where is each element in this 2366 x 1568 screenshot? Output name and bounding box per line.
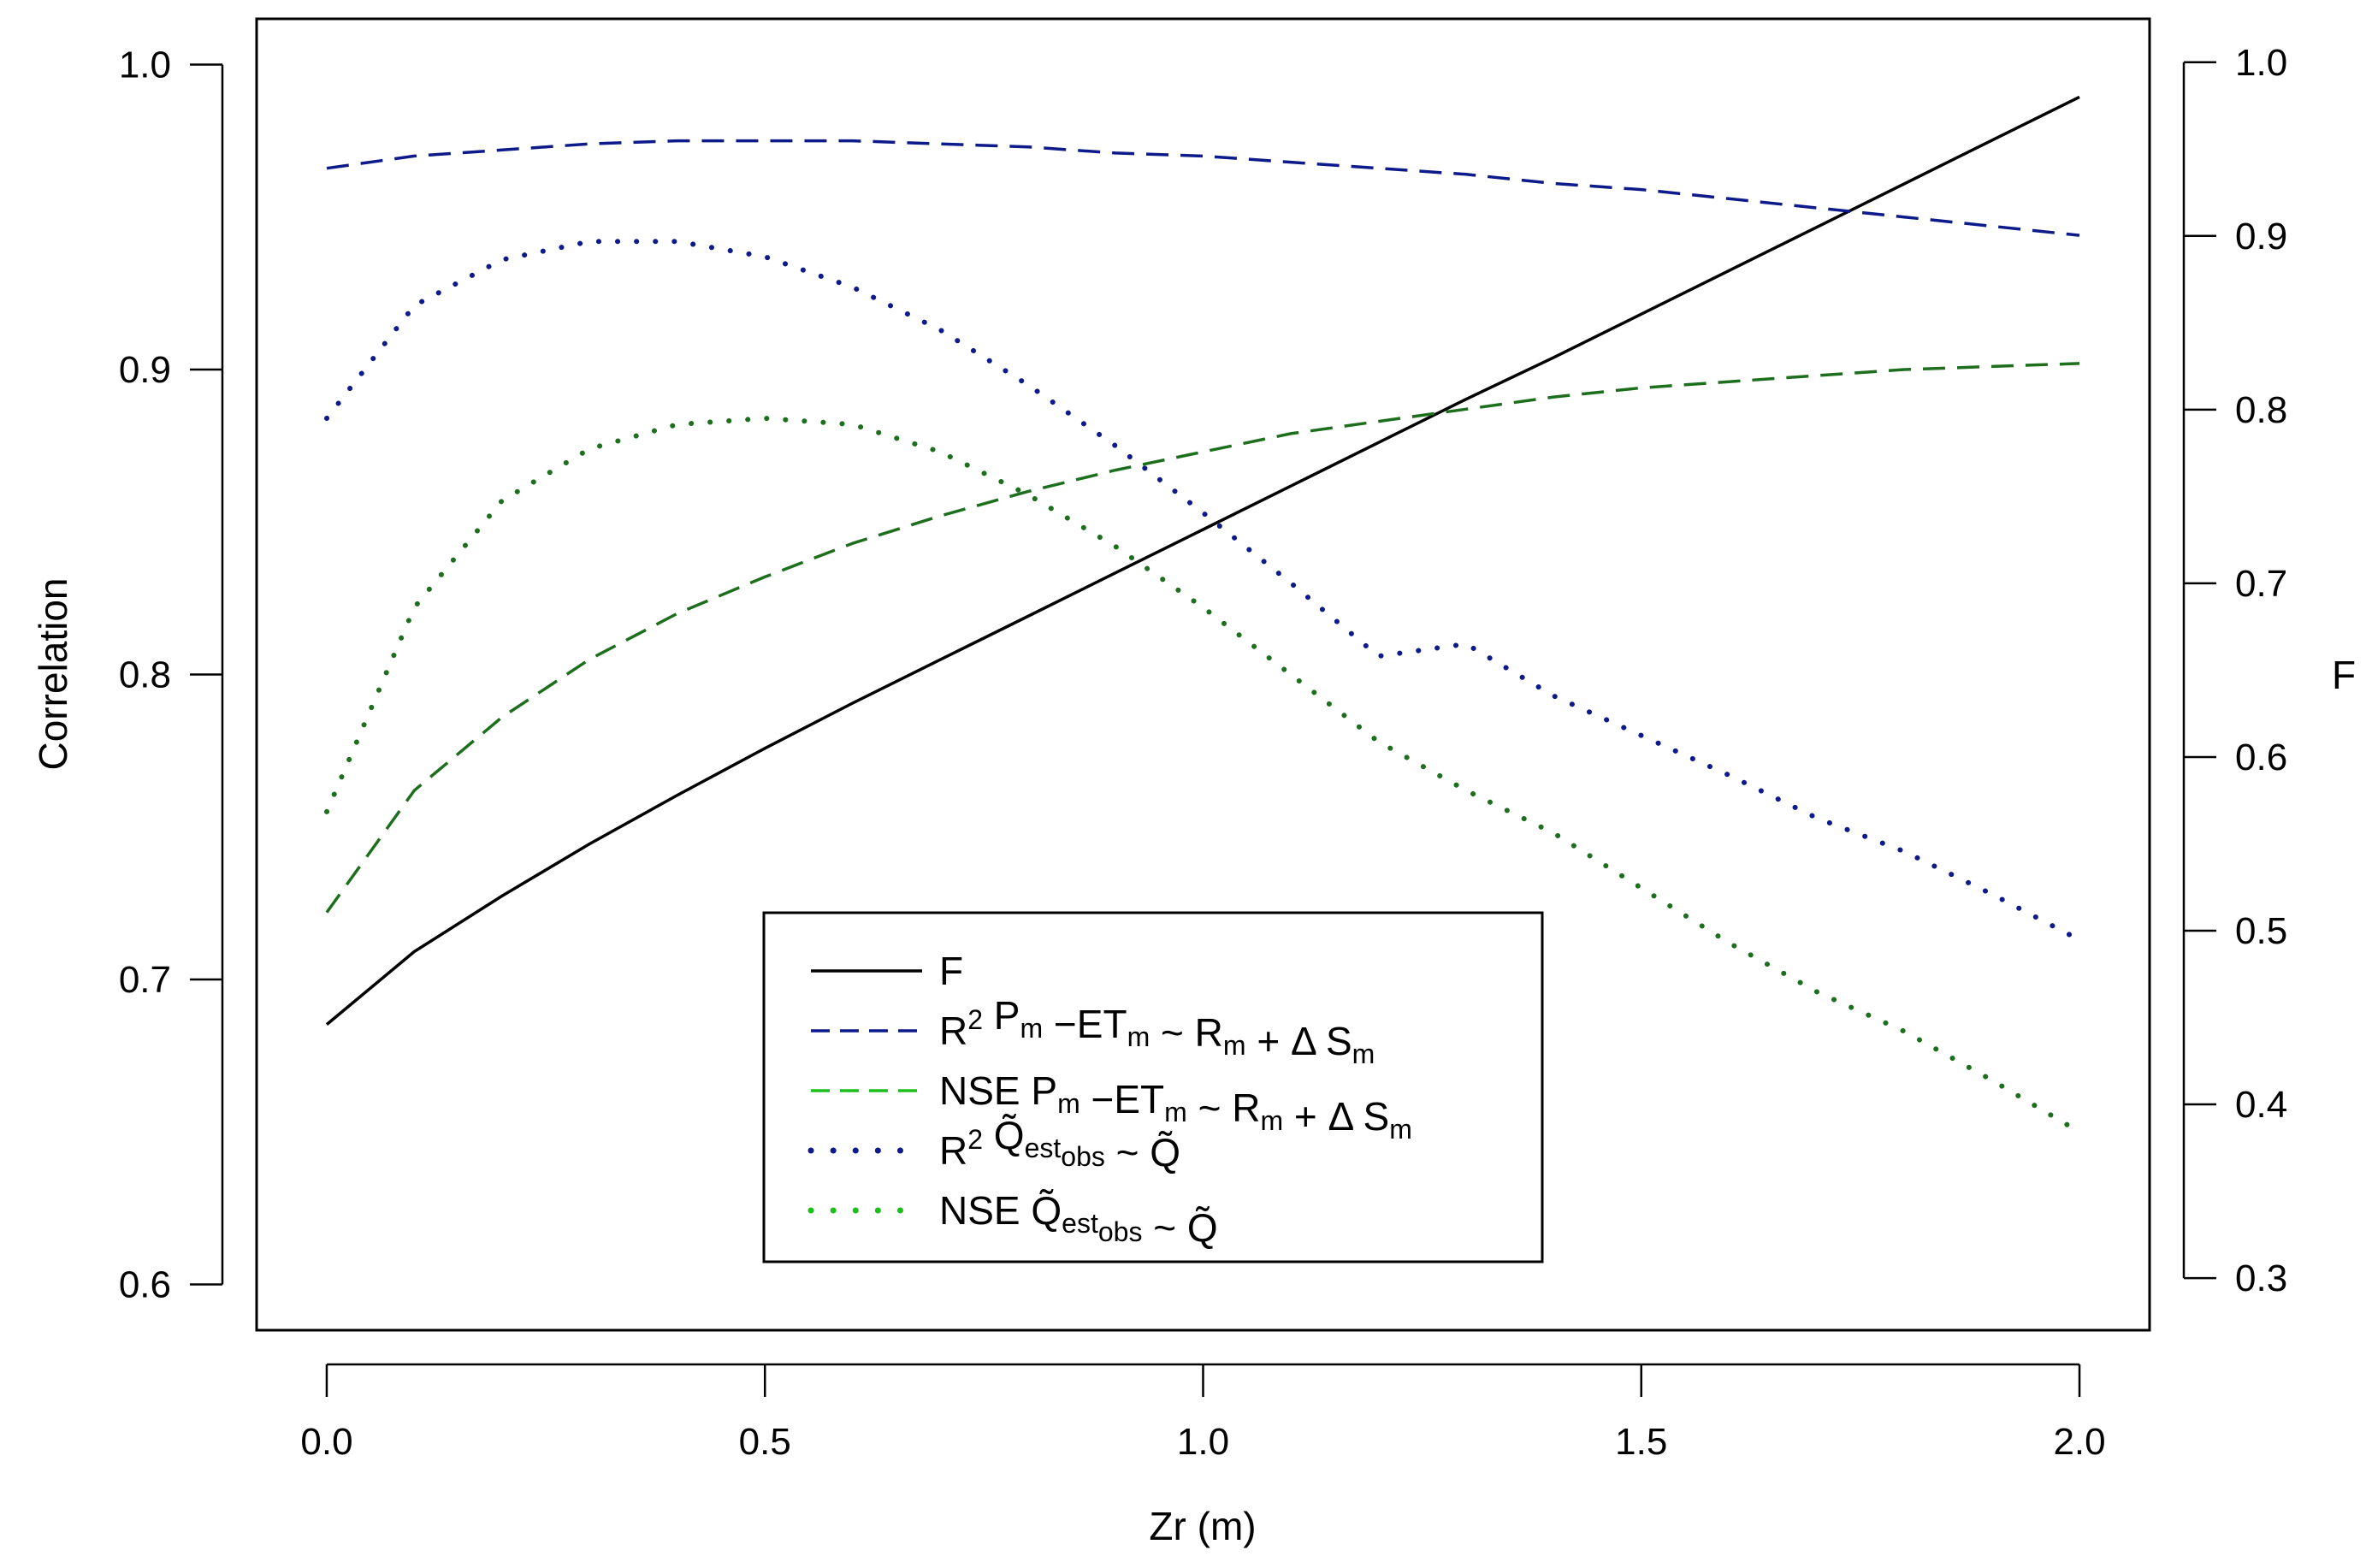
legend-part-main: P xyxy=(983,993,1020,1038)
y2-tick-label: 0.7 xyxy=(2235,563,2287,605)
y2-tick-label: 0.4 xyxy=(2235,1084,2287,1126)
legend-label-3: R2 Q̃estobs ~ Q̃ xyxy=(939,1113,1180,1175)
legend-part-rest2: + Δ S xyxy=(1283,1094,1389,1139)
y2-tick-label: 0.9 xyxy=(2235,216,2287,257)
x-axis-title: Zr (m) xyxy=(1149,1504,1256,1548)
legend-label-2: NSE Pm −ETm ~ Rm + Δ Sm xyxy=(939,1068,1412,1145)
legend-part-prefix: R xyxy=(939,1009,967,1053)
legend-part-prefix: NSE xyxy=(939,1188,1031,1233)
y2-axis-title: F xyxy=(2332,653,2356,697)
legend-part-sup: 2 xyxy=(967,1004,983,1035)
legend-part-main: Q̃ xyxy=(983,1113,1025,1157)
legend-part-sub2: obs xyxy=(1061,1141,1105,1172)
legend-part-mid: −ET xyxy=(1043,1002,1127,1046)
legend-part-sub1: m xyxy=(1057,1088,1080,1119)
legend-part-sub3: m xyxy=(1223,1030,1246,1061)
legend-part-rest: ~ R xyxy=(1187,1086,1261,1130)
legend-part-sub2: m xyxy=(1164,1097,1187,1127)
legend-part-sub4: m xyxy=(1352,1038,1375,1069)
y-tick-label: 1.0 xyxy=(119,44,171,86)
legend-part-sub4: m xyxy=(1389,1114,1412,1145)
y-tick-label: 0.6 xyxy=(119,1264,171,1306)
legend-part-sub1: est xyxy=(1025,1133,1062,1163)
legend-part-sup: 2 xyxy=(967,1124,983,1155)
series-line-2 xyxy=(325,362,2080,914)
legend-part-prefix: NSE xyxy=(939,1068,1020,1113)
legend-part-sub3: m xyxy=(1260,1105,1283,1136)
x-tick-label: 1.0 xyxy=(1177,1421,1229,1463)
x-tick-label: 0.5 xyxy=(739,1421,791,1463)
legend-part-sub2: obs xyxy=(1098,1216,1143,1247)
legend-part-sub1: est xyxy=(1062,1208,1098,1239)
y-axis-title: Correlation xyxy=(31,578,75,771)
legend-part-main: F xyxy=(939,949,963,993)
series-line-1 xyxy=(326,139,2080,237)
y-tick-label: 0.8 xyxy=(119,654,171,696)
legend-part-rest: ~ Q̃ xyxy=(1142,1205,1217,1250)
series-line-0 xyxy=(325,95,2080,1026)
series-line-3 xyxy=(324,239,2082,943)
y2-tick-label: 0.5 xyxy=(2235,910,2287,952)
legend-part-sub2: m xyxy=(1127,1021,1150,1052)
legend-label-4: NSE Q̃estobs ~ Q̃ xyxy=(939,1188,1218,1250)
legend-part-rest: ~ Q̃ xyxy=(1105,1130,1180,1175)
legend-part-prefix: R xyxy=(939,1128,967,1173)
legend-part-main: P xyxy=(1020,1068,1057,1113)
y-tick-label: 0.9 xyxy=(119,349,171,391)
plot-frame xyxy=(255,17,2151,1332)
legend-label-0: F xyxy=(939,949,963,993)
legend-label-1: R2 Pm −ETm ~ Rm + Δ Sm xyxy=(939,993,1375,1069)
y2-tick-label: 1.0 xyxy=(2235,42,2287,84)
y2-tick-label: 0.8 xyxy=(2235,389,2287,431)
legend-part-main: Q̃ xyxy=(1031,1188,1062,1233)
x-tick-label: 1.5 xyxy=(1615,1421,1667,1463)
series-line-4 xyxy=(324,416,2082,1135)
x-tick-label: 2.0 xyxy=(2053,1421,2105,1463)
legend-part-rest2: + Δ S xyxy=(1246,1019,1352,1063)
x-tick-label: 0.0 xyxy=(300,1421,352,1463)
legend-part-rest: ~ R xyxy=(1150,1010,1223,1055)
legend-part-sub1: m xyxy=(1020,1013,1044,1044)
legend-part-mid: −ET xyxy=(1080,1077,1164,1121)
y-tick-label: 0.7 xyxy=(119,959,171,1001)
y2-tick-label: 0.6 xyxy=(2235,737,2287,778)
y2-tick-label: 0.3 xyxy=(2235,1257,2287,1299)
